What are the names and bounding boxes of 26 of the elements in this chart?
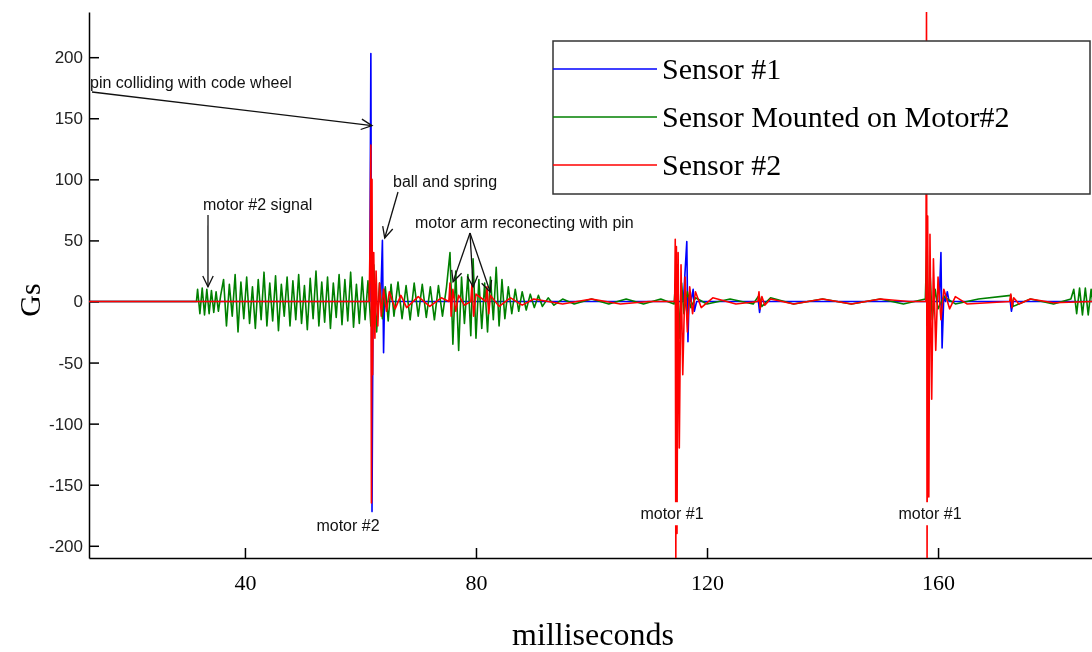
y-tick-label: -50 (58, 353, 83, 373)
y-axis-title: Gs (13, 283, 46, 317)
annotation: ball and spring (393, 173, 498, 190)
annotation: motor arm reconecting with pin (415, 214, 634, 231)
x-tick-label: 160 (922, 569, 956, 595)
legend-label: Sensor #1 (662, 52, 782, 85)
y-tick-label: -200 (48, 536, 83, 556)
annotation: motor #1 (898, 505, 962, 523)
y-tick-label: 100 (54, 170, 83, 190)
y-tick-label: 50 (64, 231, 83, 251)
annotation: pin colliding with code wheel (90, 74, 292, 91)
y-tick-label: -150 (48, 475, 83, 495)
line-series (89, 12, 1092, 558)
annotation: motor #2 signal (203, 196, 313, 213)
x-axis-title: milliseconds (512, 616, 674, 652)
annotation: motor #1 (640, 505, 704, 523)
x-tick-label: 120 (691, 569, 725, 595)
y-tick-label: 150 (54, 109, 83, 129)
legend-label: Sensor #2 (662, 148, 782, 181)
y-tick-label: 0 (73, 292, 83, 312)
legend-label: Sensor Mounted on Motor#2 (662, 100, 1010, 133)
y-tick-label: -100 (48, 414, 83, 434)
annotation: motor #2 (316, 517, 380, 535)
x-tick-label: 80 (465, 569, 488, 595)
y-tick-label: 200 (54, 48, 83, 68)
x-tick-label: 40 (234, 569, 257, 595)
